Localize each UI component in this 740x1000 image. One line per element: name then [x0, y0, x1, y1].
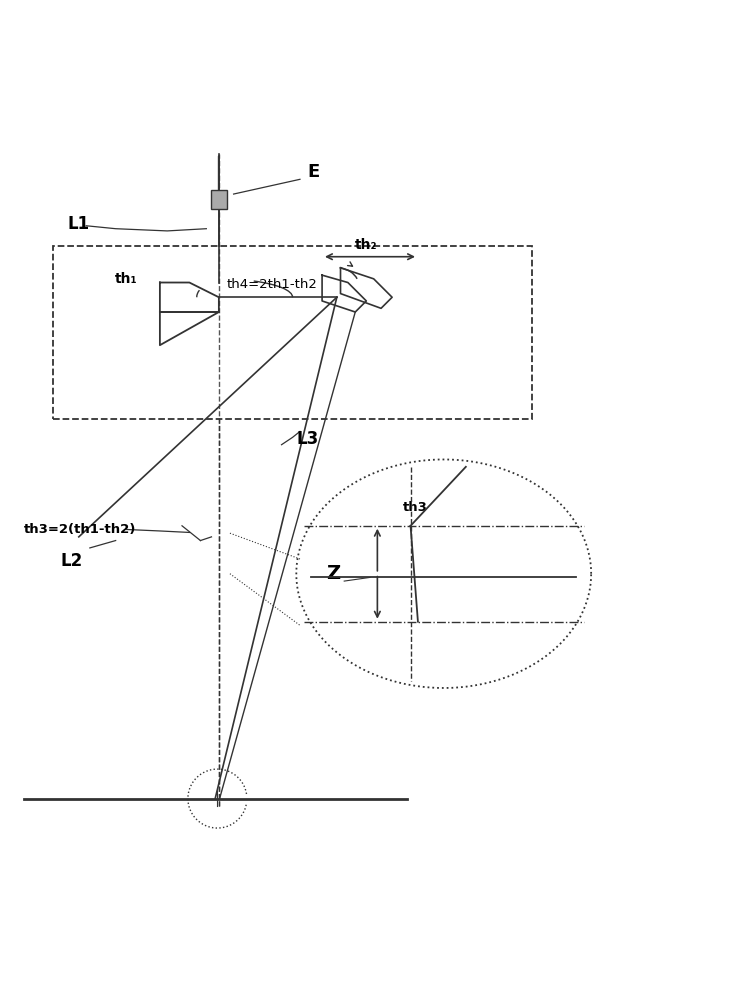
Text: th₁: th₁	[115, 272, 138, 286]
Bar	[53, 246, 532, 419]
Text: Z: Z	[326, 564, 340, 583]
Text: L2: L2	[61, 552, 83, 570]
Bar	[211, 190, 227, 209]
Text: th₂: th₂	[355, 238, 377, 252]
Text: th3: th3	[403, 501, 428, 514]
Text: th3=2(th1-th2): th3=2(th1-th2)	[24, 523, 136, 536]
Text: E: E	[307, 163, 320, 181]
Text: L3: L3	[296, 430, 318, 448]
Text: th4=2th1-th2: th4=2th1-th2	[226, 278, 317, 291]
Text: L1: L1	[68, 215, 90, 233]
